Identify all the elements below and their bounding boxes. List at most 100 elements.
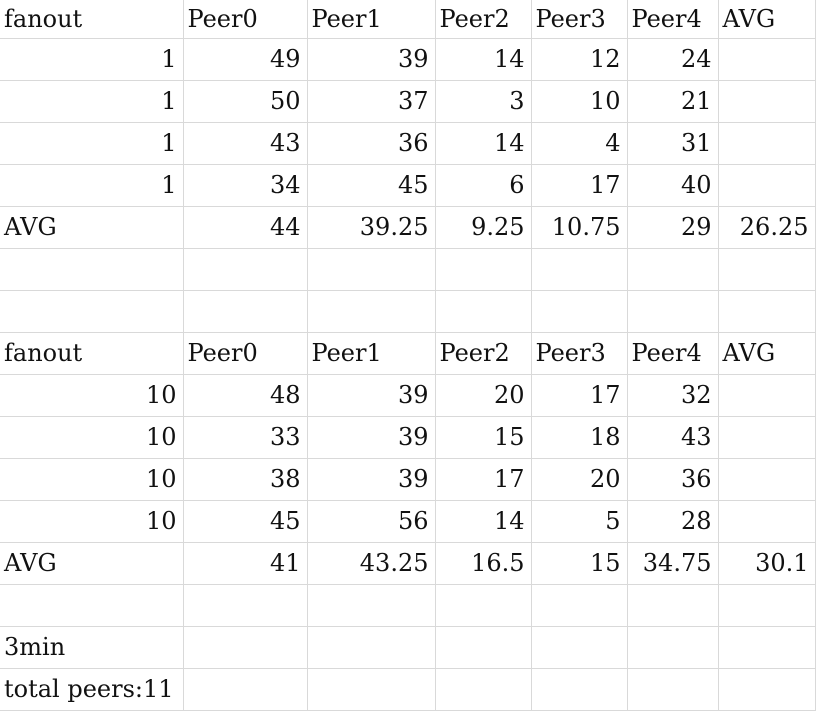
cell-col-f-row-8[interactable] — [627, 290, 719, 333]
cell-col-b-row-11[interactable]: 33 — [183, 416, 308, 459]
cell-col-a-row-10[interactable]: 10 — [0, 374, 184, 417]
cell-col-g-row-17[interactable] — [718, 668, 816, 711]
cell-col-f-row-7[interactable] — [627, 248, 719, 291]
cell-col-d-row-8[interactable] — [435, 290, 532, 333]
cell-col-a-row-15[interactable] — [0, 584, 184, 627]
cell-col-e-row-9[interactable]: Peer3 — [531, 332, 628, 375]
cell-col-f-row-9[interactable]: Peer4 — [627, 332, 719, 375]
cell-col-d-row-16[interactable] — [435, 626, 532, 669]
cell-col-b-row-1[interactable]: Peer0 — [183, 0, 308, 39]
cell-col-g-row-6[interactable]: 26.25 — [718, 206, 816, 249]
cell-col-d-row-4[interactable]: 14 — [435, 122, 532, 165]
cell-col-d-row-14[interactable]: 16.5 — [435, 542, 532, 585]
cell-col-f-row-15[interactable] — [627, 584, 719, 627]
cell-col-e-row-12[interactable]: 20 — [531, 458, 628, 501]
cell-col-e-row-1[interactable]: Peer3 — [531, 0, 628, 39]
cell-col-e-row-15[interactable] — [531, 584, 628, 627]
cell-col-d-row-7[interactable] — [435, 248, 532, 291]
cell-col-f-row-2[interactable]: 24 — [627, 38, 719, 81]
cell-col-a-row-4[interactable]: 1 — [0, 122, 184, 165]
cell-col-a-row-7[interactable] — [0, 248, 184, 291]
cell-col-b-row-8[interactable] — [183, 290, 308, 333]
cell-col-f-row-12[interactable]: 36 — [627, 458, 719, 501]
cell-col-c-row-15[interactable] — [307, 584, 436, 627]
cell-col-b-row-9[interactable]: Peer0 — [183, 332, 308, 375]
cell-col-e-row-2[interactable]: 12 — [531, 38, 628, 81]
cell-col-g-row-2[interactable] — [718, 38, 816, 81]
cell-col-a-row-2[interactable]: 1 — [0, 38, 184, 81]
cell-col-g-row-16[interactable] — [718, 626, 816, 669]
cell-col-d-row-9[interactable]: Peer2 — [435, 332, 532, 375]
cell-col-f-row-3[interactable]: 21 — [627, 80, 719, 123]
cell-col-b-row-17[interactable] — [183, 668, 308, 711]
cell-col-a-row-9[interactable]: fanout — [0, 332, 184, 375]
cell-col-g-row-3[interactable] — [718, 80, 816, 123]
cell-col-c-row-16[interactable] — [307, 626, 436, 669]
cell-col-e-row-13[interactable]: 5 — [531, 500, 628, 543]
cell-col-d-row-17[interactable] — [435, 668, 532, 711]
cell-col-b-row-10[interactable]: 48 — [183, 374, 308, 417]
cell-col-b-row-5[interactable]: 34 — [183, 164, 308, 207]
cell-col-g-row-7[interactable] — [718, 248, 816, 291]
cell-col-f-row-13[interactable]: 28 — [627, 500, 719, 543]
cell-col-f-row-1[interactable]: Peer4 — [627, 0, 719, 39]
cell-col-d-row-11[interactable]: 15 — [435, 416, 532, 459]
cell-col-d-row-5[interactable]: 6 — [435, 164, 532, 207]
cell-col-e-row-3[interactable]: 10 — [531, 80, 628, 123]
cell-col-c-row-4[interactable]: 36 — [307, 122, 436, 165]
cell-col-a-row-5[interactable]: 1 — [0, 164, 184, 207]
cell-col-d-row-1[interactable]: Peer2 — [435, 0, 532, 39]
cell-col-c-row-8[interactable] — [307, 290, 436, 333]
cell-col-b-row-3[interactable]: 50 — [183, 80, 308, 123]
cell-col-b-row-7[interactable] — [183, 248, 308, 291]
cell-col-b-row-4[interactable]: 43 — [183, 122, 308, 165]
cell-col-b-row-13[interactable]: 45 — [183, 500, 308, 543]
cell-col-f-row-4[interactable]: 31 — [627, 122, 719, 165]
cell-col-b-row-15[interactable] — [183, 584, 308, 627]
cell-col-f-row-10[interactable]: 32 — [627, 374, 719, 417]
cell-col-c-row-2[interactable]: 39 — [307, 38, 436, 81]
cell-col-a-row-1[interactable]: fanout — [0, 0, 184, 39]
cell-col-a-row-17[interactable]: total peers:11 — [0, 668, 184, 711]
cell-col-e-row-8[interactable] — [531, 290, 628, 333]
cell-col-e-row-6[interactable]: 10.75 — [531, 206, 628, 249]
cell-col-f-row-11[interactable]: 43 — [627, 416, 719, 459]
cell-col-a-row-6[interactable]: AVG — [0, 206, 184, 249]
cell-col-c-row-5[interactable]: 45 — [307, 164, 436, 207]
cell-col-d-row-10[interactable]: 20 — [435, 374, 532, 417]
cell-col-b-row-6[interactable]: 44 — [183, 206, 308, 249]
cell-col-c-row-1[interactable]: Peer1 — [307, 0, 436, 39]
cell-col-g-row-14[interactable]: 30.1 — [718, 542, 816, 585]
cell-col-c-row-12[interactable]: 39 — [307, 458, 436, 501]
cell-col-g-row-1[interactable]: AVG — [718, 0, 816, 39]
cell-col-c-row-13[interactable]: 56 — [307, 500, 436, 543]
cell-col-c-row-11[interactable]: 39 — [307, 416, 436, 459]
cell-col-c-row-17[interactable] — [307, 668, 436, 711]
cell-col-d-row-12[interactable]: 17 — [435, 458, 532, 501]
cell-col-e-row-17[interactable] — [531, 668, 628, 711]
cell-col-g-row-13[interactable] — [718, 500, 816, 543]
cell-col-c-row-6[interactable]: 39.25 — [307, 206, 436, 249]
cell-col-b-row-14[interactable]: 41 — [183, 542, 308, 585]
cell-col-e-row-5[interactable]: 17 — [531, 164, 628, 207]
cell-col-f-row-6[interactable]: 29 — [627, 206, 719, 249]
cell-col-a-row-12[interactable]: 10 — [0, 458, 184, 501]
cell-col-b-row-12[interactable]: 38 — [183, 458, 308, 501]
cell-col-c-row-9[interactable]: Peer1 — [307, 332, 436, 375]
cell-col-f-row-5[interactable]: 40 — [627, 164, 719, 207]
cell-col-d-row-15[interactable] — [435, 584, 532, 627]
cell-col-d-row-2[interactable]: 14 — [435, 38, 532, 81]
cell-col-c-row-14[interactable]: 43.25 — [307, 542, 436, 585]
cell-col-c-row-3[interactable]: 37 — [307, 80, 436, 123]
cell-col-c-row-10[interactable]: 39 — [307, 374, 436, 417]
cell-col-e-row-4[interactable]: 4 — [531, 122, 628, 165]
cell-col-a-row-16[interactable]: 3min — [0, 626, 184, 669]
cell-col-b-row-16[interactable] — [183, 626, 308, 669]
cell-col-a-row-14[interactable]: AVG — [0, 542, 184, 585]
cell-col-g-row-5[interactable] — [718, 164, 816, 207]
cell-col-a-row-13[interactable]: 10 — [0, 500, 184, 543]
cell-col-g-row-10[interactable] — [718, 374, 816, 417]
cell-col-g-row-12[interactable] — [718, 458, 816, 501]
cell-col-f-row-14[interactable]: 34.75 — [627, 542, 719, 585]
cell-col-b-row-2[interactable]: 49 — [183, 38, 308, 81]
